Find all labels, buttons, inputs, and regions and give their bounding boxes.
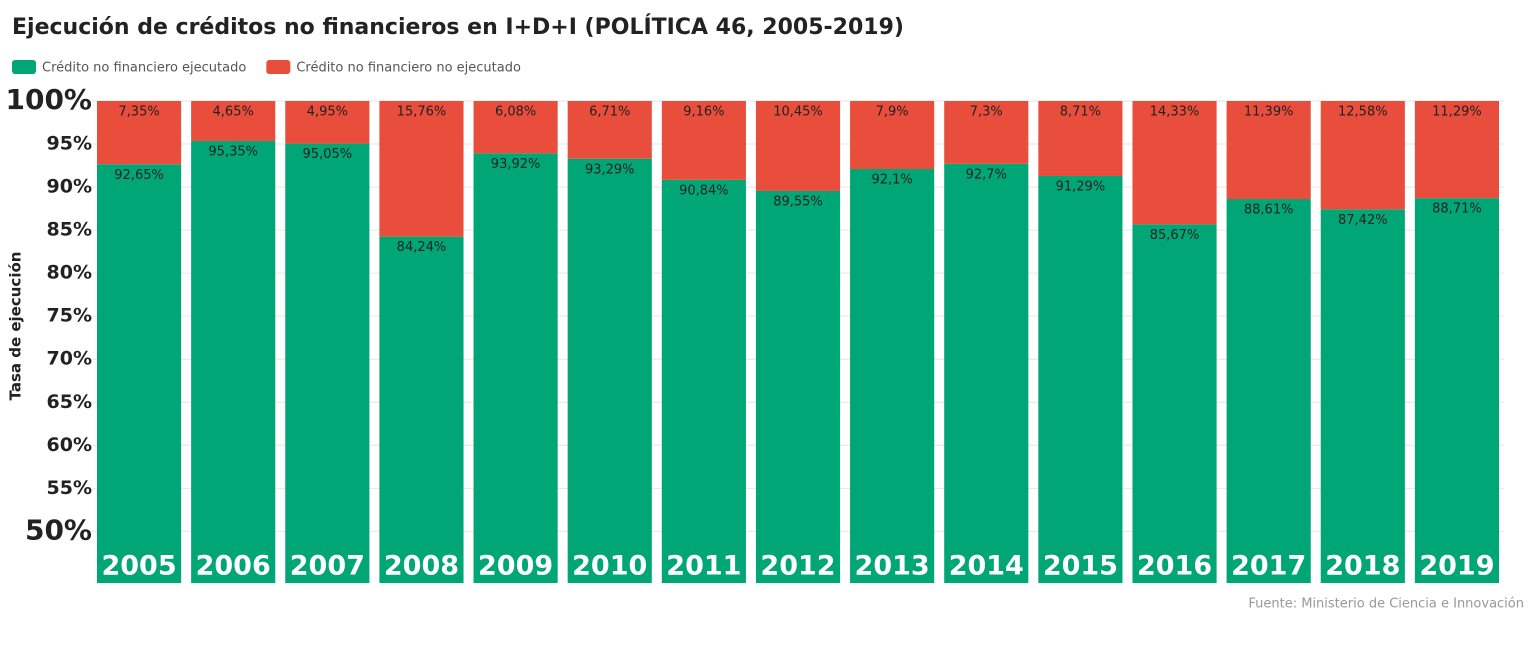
bar-segment [191,101,276,142]
bar-segment [944,163,1029,583]
bar-segment [661,101,746,180]
bar-segment [379,236,464,584]
x-tick-label: 2005 [101,551,176,582]
data-label: 95,05% [303,147,353,162]
y-tick-label: 70% [47,348,92,370]
chart-title: Ejecución de créditos no financieros en … [12,14,904,40]
data-label: 92,1% [871,172,912,187]
source: Fuente: Ministerio de Ciencia e Innovaci… [1248,597,1524,612]
data-label: 7,9% [876,105,909,120]
data-label: 6,08% [495,105,536,120]
bar-segment [1132,101,1217,225]
bar-segment [1414,101,1499,199]
data-label: 88,71% [1432,202,1482,217]
bar-segment [1226,101,1311,200]
bar-segment [1038,101,1123,176]
bar-segment [755,190,841,583]
bar-segment [850,168,935,583]
x-tick-label: 2009 [478,551,553,582]
data-label: 12,58% [1338,105,1388,120]
bar-segment [850,101,935,169]
bar-segment [1320,101,1405,210]
y-tick-label: 50% [25,513,92,546]
y-tick-label: 100% [5,83,92,116]
data-label: 92,65% [114,168,164,183]
bar-segment [661,179,746,583]
x-tick-label: 2012 [760,551,835,582]
y-tick-label: 75% [47,305,92,327]
legend-label: Crédito no financiero ejecutado [42,61,246,76]
x-tick-label: 2019 [1419,551,1494,582]
data-label: 89,55% [773,194,823,209]
y-tick-label: 55% [47,477,92,499]
bar-segment [1038,175,1123,584]
bar-segment [97,101,182,165]
x-tick-label: 2008 [384,551,459,582]
x-tick-label: 2018 [1325,551,1400,582]
data-label: 10,45% [773,105,823,120]
x-tick-label: 2016 [1137,551,1212,582]
data-label: 88,61% [1244,203,1294,218]
y-tick-label: 65% [47,391,92,413]
bar-segment [1414,198,1499,584]
bar-segment [285,143,370,584]
y-axis-label: Tasa de ejecución [7,252,25,401]
bar-segment [944,101,1029,164]
data-label: 8,71% [1060,105,1101,120]
x-tick-label: 2006 [196,551,271,582]
y-tick-label: 95% [47,133,92,155]
data-label: 85,67% [1150,228,1200,243]
data-label: 7,3% [970,105,1003,120]
bar-segment [97,164,182,583]
x-tick-label: 2007 [290,551,365,582]
bar-segment [379,101,464,237]
x-tick-label: 2011 [666,551,741,582]
data-label: 7,35% [118,105,159,120]
bar-segment [473,153,558,583]
bar-segment [1132,224,1217,583]
data-label: 15,76% [397,105,447,120]
legend-label: Crédito no financiero no ejecutado [296,61,521,76]
x-tick-label: 2014 [949,551,1024,582]
bar-segment [755,101,841,191]
data-label: 4,65% [213,105,254,120]
x-tick-label: 2017 [1231,551,1306,582]
data-label: 84,24% [397,240,447,255]
bar-segment [567,101,652,159]
data-label: 92,7% [966,167,1007,182]
bar-segment [285,101,370,144]
data-label: 90,84% [679,183,729,198]
y-tick-label: 85% [47,219,92,241]
data-label: 93,29% [585,162,635,177]
y-tick-label: 80% [47,262,92,284]
bar-segment [191,141,276,584]
data-label: 95,35% [208,145,258,160]
bar-segment [1320,209,1405,583]
bar-segment [1226,199,1311,584]
data-label: 11,29% [1432,105,1482,120]
legend-swatch [266,60,291,74]
x-tick-label: 2010 [572,551,647,582]
data-label: 4,95% [307,105,348,120]
y-tick-label: 60% [47,434,92,456]
data-label: 9,16% [683,105,724,120]
y-tick-label: 90% [47,176,92,198]
data-label: 93,92% [491,157,541,172]
legend-swatch [12,60,36,74]
data-label: 87,42% [1338,213,1388,228]
x-tick-label: 2015 [1043,551,1118,582]
x-tick-label: 2013 [855,551,930,582]
bar-segment [567,158,652,584]
data-label: 6,71% [589,105,630,120]
data-label: 14,33% [1150,105,1200,120]
bar-segment [473,101,558,154]
data-label: 11,39% [1244,105,1294,120]
data-label: 91,29% [1056,179,1106,194]
